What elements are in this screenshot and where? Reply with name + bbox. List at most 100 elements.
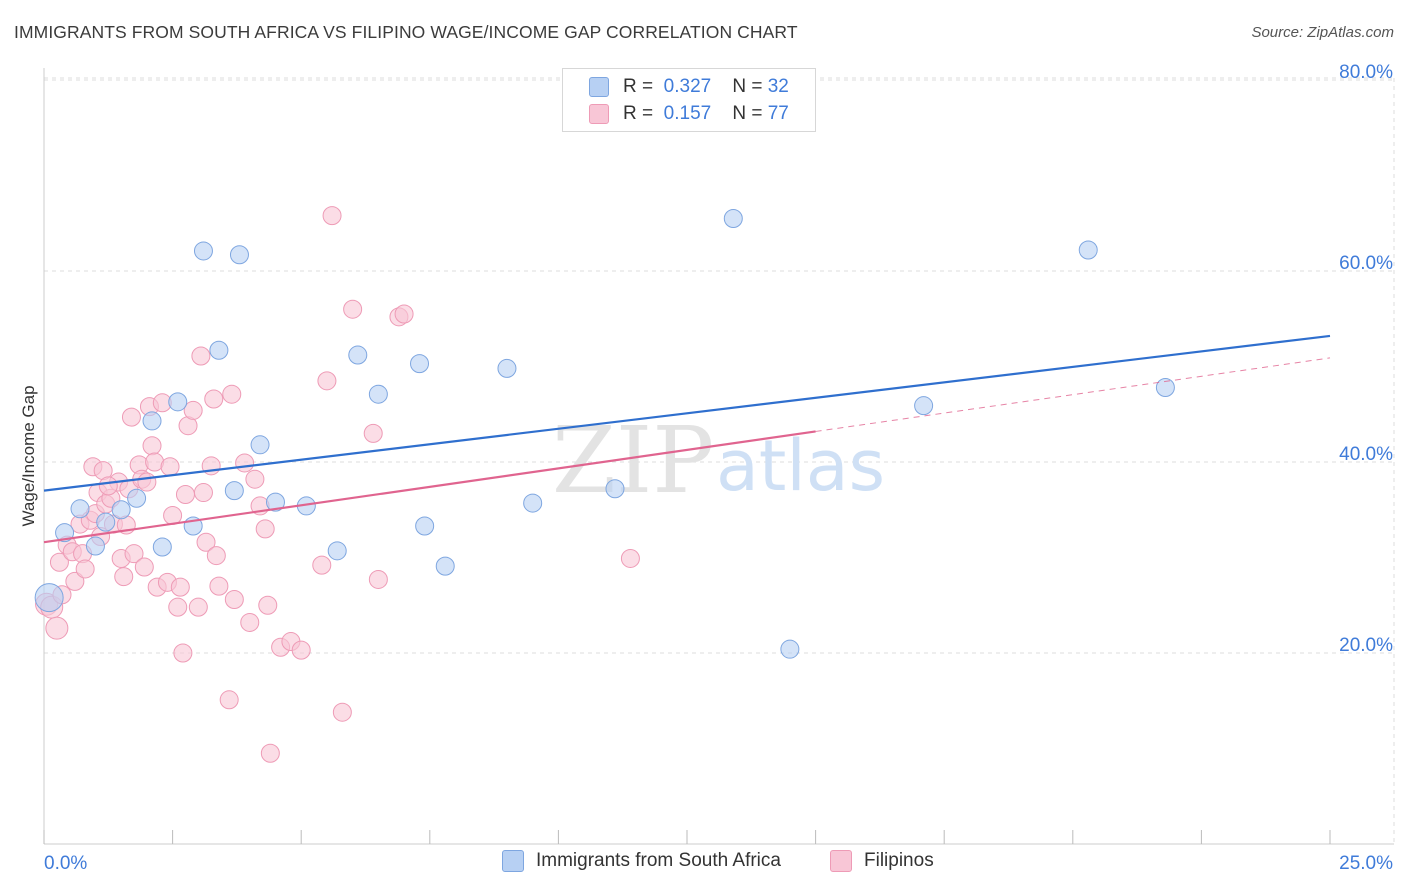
y-axis-label: Wage/Income Gap — [19, 385, 38, 526]
filipinos-point — [114, 567, 134, 587]
south-africa-point — [348, 345, 368, 365]
filipinos-point — [332, 702, 352, 722]
south-africa-point — [497, 358, 517, 378]
filipinos-trendline — [43, 430, 816, 544]
legend-r-label: R = — [623, 103, 654, 124]
south-africa-point — [410, 354, 430, 374]
south-africa-point — [780, 639, 800, 659]
filipinos-point — [209, 576, 229, 596]
legend-swatch-pink — [589, 104, 609, 124]
south-africa-point — [265, 492, 285, 512]
south-africa-point — [415, 516, 435, 536]
trend-lines — [43, 334, 1331, 544]
south-africa-point — [224, 481, 244, 501]
series-legend-south-africa[interactable]: Immigrants from South Africa — [502, 850, 781, 872]
south-africa-point — [250, 435, 270, 455]
legend-n-value: 77 — [767, 103, 789, 124]
filipinos-point — [222, 384, 242, 404]
filipinos-point — [121, 407, 141, 427]
series-legend-filipinos[interactable]: Filipinos — [830, 850, 934, 872]
filipinos-point — [188, 597, 208, 617]
filipinos-point — [170, 577, 190, 597]
south-africa-point — [435, 556, 455, 576]
south-africa-point — [1078, 240, 1098, 260]
filipinos-point — [124, 544, 144, 564]
legend-r-label: R = — [623, 76, 654, 97]
filipinos-point — [240, 612, 260, 632]
filipinos-point — [160, 457, 180, 477]
filipinos-point — [206, 546, 226, 566]
filipinos-point — [45, 616, 69, 640]
south-africa-point — [70, 499, 90, 519]
filipinos-point — [98, 476, 118, 496]
filipinos-point — [620, 548, 640, 568]
correlation-legend: R = 0.327 N = 32 R = 0.157 N = 77 — [562, 68, 816, 132]
legend-n-value: 32 — [767, 76, 789, 97]
filipinos-point — [224, 590, 244, 610]
south-africa-point — [85, 536, 105, 556]
axes — [43, 68, 1394, 845]
y-tick-label: 20.0% — [1339, 635, 1393, 656]
filipinos-point — [168, 597, 188, 617]
filipinos-point — [317, 371, 337, 391]
filipinos-point — [291, 640, 311, 660]
filipinos-points — [35, 206, 640, 763]
south-africa-point — [605, 479, 625, 499]
legend-r-value: 0.327 — [663, 76, 712, 97]
south-africa-point — [142, 411, 162, 431]
filipinos-point — [312, 555, 332, 575]
watermark: ZIP atlas — [552, 407, 885, 514]
filipinos-point — [65, 571, 85, 591]
south-africa-point — [168, 392, 188, 412]
filipinos-point — [142, 436, 162, 456]
x-tick-label-max: 25.0% — [1339, 853, 1393, 874]
filipinos-point — [363, 423, 383, 443]
filipinos-point — [368, 569, 388, 589]
south-africa-trendline — [43, 334, 1331, 492]
filipinos-point — [134, 557, 154, 577]
filipinos-point — [322, 206, 342, 226]
tick-labels: 20.0% 40.0% 60.0% 80.0% 0.0% 25.0% — [44, 62, 1393, 874]
south-africa-point — [209, 340, 229, 360]
filipinos-point — [75, 559, 95, 579]
filipinos-point — [258, 595, 278, 615]
filipinos-point — [260, 743, 280, 763]
watermark-atlas: atlas — [716, 425, 885, 507]
south-africa-point — [229, 245, 249, 265]
south-africa-point — [327, 541, 347, 561]
legend-r-value: 0.157 — [663, 103, 712, 124]
watermark-zip: ZIP — [552, 407, 714, 514]
filipinos-point — [204, 389, 224, 409]
filipinos-point — [191, 346, 211, 366]
south-africa-point — [368, 384, 388, 404]
filipinos-point — [193, 483, 213, 503]
x-tick-label-min: 0.0% — [44, 853, 87, 874]
filipinos-point — [49, 552, 69, 572]
y-tick-label: 40.0% — [1339, 444, 1393, 465]
filipinos-point — [219, 690, 239, 710]
south-africa-point — [523, 493, 543, 513]
series-swatch-pink — [830, 850, 852, 872]
source-label: Source: ZipAtlas.com — [1251, 24, 1394, 41]
y-tick-label: 80.0% — [1339, 62, 1393, 83]
filipinos-point — [196, 532, 216, 552]
south-africa-point — [96, 512, 116, 532]
south-africa-point — [34, 583, 64, 613]
south-africa-point — [152, 537, 172, 557]
south-africa-points — [34, 208, 1175, 659]
filipinos-point — [175, 484, 195, 504]
filipinos-trendline-extension — [815, 357, 1331, 432]
filipinos-point — [173, 643, 193, 663]
series-label-south-africa: Immigrants from South Africa — [536, 850, 781, 871]
south-africa-point — [127, 488, 147, 508]
south-africa-point — [914, 396, 934, 416]
legend-n-label: N = — [732, 103, 763, 124]
chart-title: IMMIGRANTS FROM SOUTH AFRICA VS FILIPINO… — [14, 22, 798, 42]
legend-row-south-africa: R = 0.327 N = 32 — [589, 75, 789, 99]
filipinos-point — [255, 519, 275, 539]
y-tick-label: 60.0% — [1339, 253, 1393, 274]
filipinos-point — [235, 453, 255, 473]
filipinos-point — [394, 304, 414, 324]
legend-swatch-blue — [589, 77, 609, 97]
